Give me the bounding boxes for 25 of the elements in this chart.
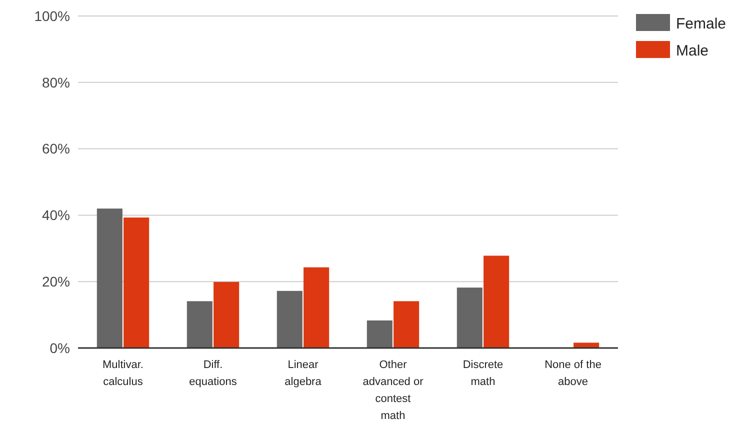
y-tick-label: 20% (42, 274, 70, 290)
x-tick-label: Other advanced or contest math (362, 359, 424, 422)
legend-label: Male (676, 42, 709, 60)
bar (276, 290, 302, 348)
x-tick-label: Diff. equations (189, 359, 238, 388)
y-tick-label: 0% (50, 340, 70, 356)
y-tick-label: 100% (34, 8, 70, 24)
legend-label: Female (676, 15, 726, 32)
x-tick-label: Multivar. calculus (102, 359, 144, 388)
bar (304, 267, 330, 348)
bar (96, 208, 122, 348)
bar (186, 301, 212, 348)
bar (214, 282, 240, 348)
bar (366, 320, 392, 348)
x-tick-label: Discrete math (462, 359, 504, 388)
bar (456, 288, 482, 348)
y-tick-label: 40% (42, 207, 70, 224)
y-tick-label: 80% (42, 74, 70, 90)
bar (124, 218, 150, 348)
y-tick-label: 60% (42, 140, 70, 157)
bar (484, 256, 510, 348)
x-tick-label: None of the above (544, 359, 602, 388)
bar (394, 301, 420, 348)
x-tick-label: Linear algebra (284, 359, 322, 388)
bar (574, 342, 600, 348)
